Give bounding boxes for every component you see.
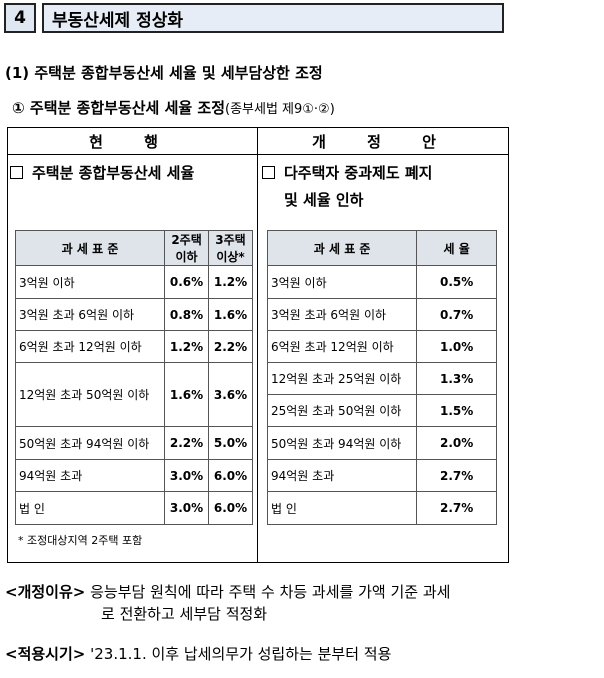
subsubheading: ① 주택분 종합부동산세 세율 조정(종부세법 제9①·②): [12, 97, 335, 118]
footnote: * 조정대상지역 2주택 포함: [18, 534, 143, 547]
table-row: 3억원 초과 6억원 이하 0.7%: [266, 298, 497, 331]
law-reference: (종부세법 제9①·②): [225, 102, 335, 117]
checkbox-square-icon: [10, 166, 23, 179]
current-title: 주택분 종합부동산세 세율: [10, 160, 194, 187]
table-row: 3억원 이하 0.5%: [266, 265, 497, 299]
proposed-title-line2: 및 세율 인하: [284, 191, 364, 209]
tax-base-header: 과 세 표 준: [266, 230, 418, 266]
tax-base-header: 과 세 표 준: [14, 230, 166, 266]
reason-paragraph: <개정이유> 응능부담 원칙에 따라 주택 수 차등 과세를 가액 기준 과세 …: [5, 581, 601, 625]
table-row: 3억원 초과 6억원 이하 0.8% 1.6%: [14, 298, 253, 331]
proposed-rate-table: 과 세 표 준 세 율 3억원 이하 0.5% 3억원 초과 6억원 이하 0.7%…: [266, 230, 497, 525]
reason-line1: 응능부담 원칙에 따라 주택 수 차등 과세를 가액 기준 과세: [90, 583, 451, 601]
table-row: 12억원 초과 50억원 이하 1.6% 3.6%: [14, 362, 253, 427]
table-row: 6억원 초과 12억원 이하 1.2% 2.2%: [14, 330, 253, 363]
section-number: 4: [4, 3, 36, 33]
current-column-header: 현 행: [8, 128, 257, 155]
table-row: 25억원 초과 50억원 이하 1.5%: [266, 394, 497, 427]
three-house-header: 3주택 이상*: [208, 230, 253, 266]
table-row: 94억원 초과 3.0% 6.0%: [14, 459, 253, 492]
checkbox-square-icon: [262, 166, 275, 179]
reason-label: <개정이유>: [5, 583, 86, 601]
section-header: 4 부동산세제 정상화: [4, 3, 504, 33]
table-row: 법 인 3.0% 6.0%: [14, 491, 253, 525]
table-row: 12억원 초과 25억원 이하 1.3%: [266, 362, 497, 395]
table-row: 50억원 초과 94억원 이하 2.2% 5.0%: [14, 426, 253, 460]
subheading: (1) 주택분 종합부동산세 세율 및 세부담상한 조정: [5, 64, 323, 82]
rate-header: 세 율: [416, 230, 497, 266]
section-title: 부동산세제 정상화: [42, 3, 504, 33]
reason-line2: 로 전환하고 세부담 적정화: [101, 605, 268, 623]
current-rate-table: 과 세 표 준 2주택 이하 3주택 이상* 3억원 이하 0.6% 1.2% 3억…: [14, 230, 253, 525]
subsubheading-text: ① 주택분 종합부동산세 세율 조정: [12, 99, 225, 117]
table-row: 50억원 초과 94억원 이하 2.0%: [266, 426, 497, 460]
current-title-text: 주택분 종합부동산세 세율: [32, 164, 195, 182]
effective-label: <적용시기>: [5, 645, 86, 663]
column-divider: [257, 128, 258, 562]
two-house-header: 2주택 이하: [164, 230, 210, 266]
comparison-table: 현 행 개 정 안 주택분 종합부동산세 세율 다주택자 중과제도 폐지 및 세…: [7, 127, 509, 563]
proposed-title: 다주택자 중과제도 폐지 및 세율 인하: [262, 160, 432, 214]
table-row: 법 인 2.7%: [266, 491, 497, 525]
effective-text: '23.1.1. 이후 납세의무가 성립하는 분부터 적용: [90, 645, 392, 663]
table-row: 6억원 초과 12억원 이하 1.0%: [266, 330, 497, 363]
proposed-title-line1: 다주택자 중과제도 폐지: [284, 164, 433, 182]
proposed-column-header: 개 정 안: [258, 128, 508, 155]
table-row: 94억원 초과 2.7%: [266, 459, 497, 492]
table-row: 3억원 이하 0.6% 1.2%: [14, 265, 253, 299]
effective-paragraph: <적용시기> '23.1.1. 이후 납세의무가 성립하는 분부터 적용: [5, 643, 391, 665]
